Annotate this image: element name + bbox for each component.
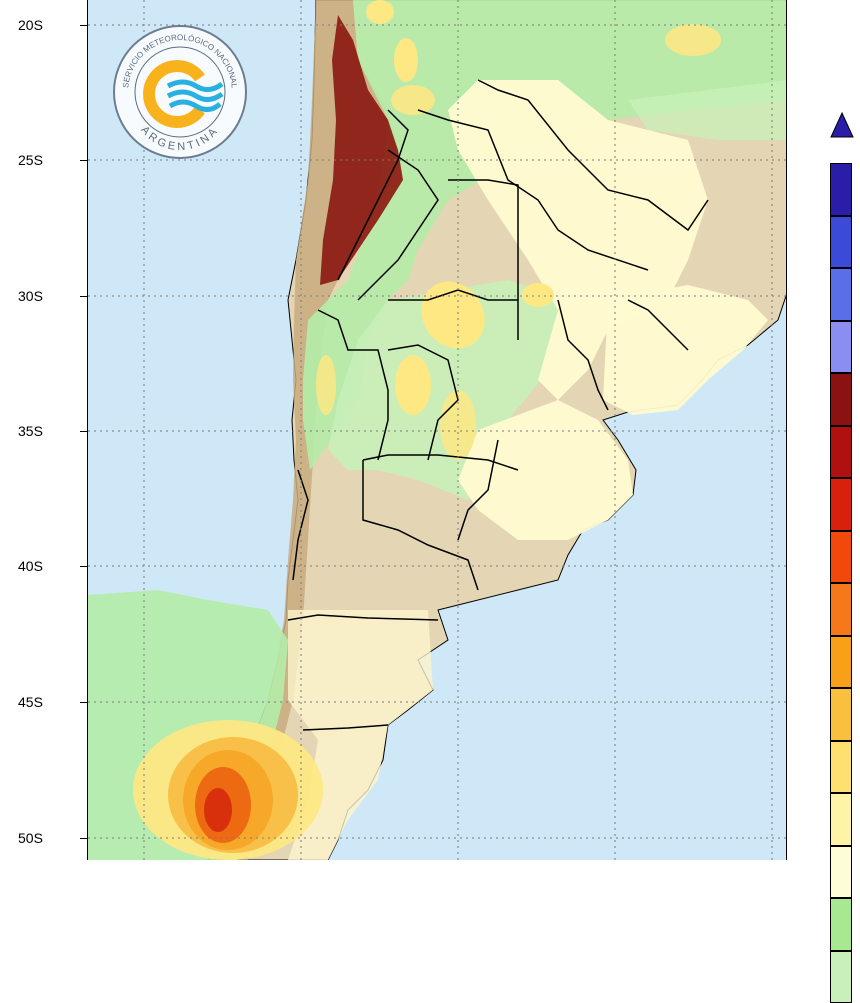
lat-label-40s: 40S <box>18 558 43 574</box>
lat-tick <box>80 431 88 432</box>
triangle-up-icon <box>830 112 854 138</box>
lat-tick <box>80 566 88 567</box>
lat-label-30s: 30S <box>18 288 43 304</box>
colorbar-segment <box>830 373 852 426</box>
colorbar-segment <box>830 478 852 531</box>
colorbar-segment <box>830 846 852 899</box>
precip-yellow-2 <box>394 38 418 82</box>
colorbar-segment <box>830 793 852 846</box>
precip-yellow-1 <box>366 0 394 24</box>
precipitation-colorbar <box>830 138 854 860</box>
precip-yellow-9 <box>316 355 336 415</box>
colorbar-segment <box>830 163 852 216</box>
lat-tick <box>80 702 88 703</box>
lat-label-50s: 50S <box>18 830 43 846</box>
lat-tick <box>80 160 88 161</box>
lat-label-45s: 45S <box>18 694 43 710</box>
colorbar-segment <box>830 898 852 951</box>
precip-yellow-7 <box>395 355 431 415</box>
lat-tick <box>80 838 88 839</box>
smn-logo: SERVICIO METEOROLÓGICO NACIONAL ARGENTIN… <box>108 20 252 160</box>
lat-tick <box>80 296 88 297</box>
colorbar-segment <box>830 583 852 636</box>
lat-tick <box>80 25 88 26</box>
colorbar-segment <box>830 531 852 584</box>
precip-yellow-4 <box>665 24 721 56</box>
lat-label-25s: 25S <box>18 152 43 168</box>
colorbar-segment <box>830 688 852 741</box>
smn-logo-graphic: SERVICIO METEOROLÓGICO NACIONAL ARGENTIN… <box>108 20 252 160</box>
colorbar-segment <box>830 741 852 794</box>
colorbar-segment <box>830 216 852 269</box>
precip-south-core <box>204 788 232 832</box>
precip-yellow-6 <box>522 283 554 307</box>
precip-yellow-3 <box>391 85 435 115</box>
colorbar-segment <box>830 268 852 321</box>
colorbar-segment <box>830 321 852 374</box>
lat-label-35s: 35S <box>18 423 43 439</box>
colorbar-segment <box>830 951 852 1003</box>
lat-label-20s: 20S <box>18 17 43 33</box>
colorbar-segment <box>830 636 852 689</box>
colorbar-segment <box>830 426 852 479</box>
